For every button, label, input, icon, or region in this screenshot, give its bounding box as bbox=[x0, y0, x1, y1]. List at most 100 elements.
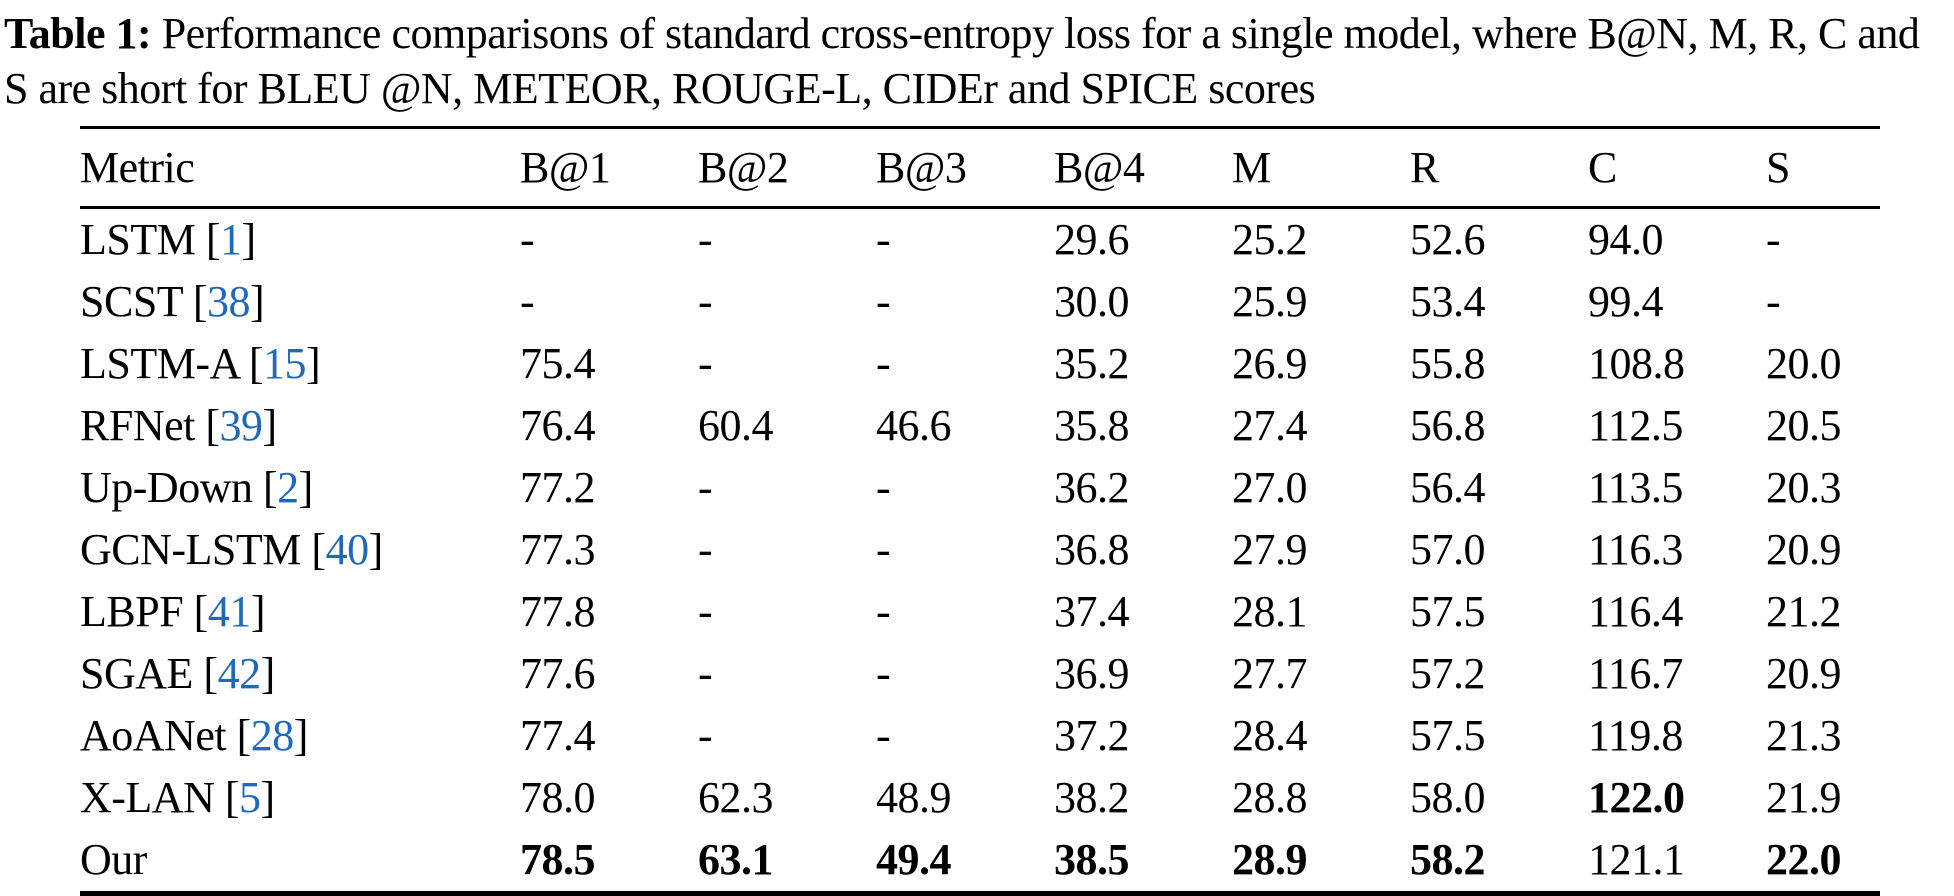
model-name: LBPF bbox=[80, 587, 184, 636]
model-name: LSTM bbox=[80, 215, 196, 264]
score-cell: 30.0 bbox=[1054, 277, 1130, 326]
score-cell: 22.0 bbox=[1766, 835, 1842, 884]
score-cell: 38.5 bbox=[1054, 835, 1130, 884]
table-caption-text: Performance comparisons of standard cros… bbox=[4, 9, 1920, 113]
score-cell: 49.4 bbox=[876, 835, 952, 884]
citation-link[interactable]: 2 bbox=[277, 463, 299, 512]
column-header-metric: Metric bbox=[80, 143, 195, 192]
score-cell: 27.9 bbox=[1232, 525, 1308, 574]
model-name-cell: Up-Down [2] bbox=[80, 463, 313, 512]
score-cell: 53.4 bbox=[1410, 277, 1486, 326]
score-cell: 57.0 bbox=[1410, 525, 1486, 574]
citation-link[interactable]: 15 bbox=[263, 339, 307, 388]
score-cell: - bbox=[876, 649, 891, 698]
score-cell: 35.8 bbox=[1054, 401, 1130, 450]
score-cell: 108.8 bbox=[1588, 339, 1685, 388]
score-cell: - bbox=[876, 525, 891, 574]
column-header-b4: B@4 bbox=[1054, 143, 1145, 192]
score-cell: 21.9 bbox=[1766, 773, 1842, 822]
score-cell: 29.6 bbox=[1054, 215, 1130, 264]
score-cell: 57.5 bbox=[1410, 711, 1486, 760]
score-cell: 77.2 bbox=[520, 463, 596, 512]
score-cell: 25.2 bbox=[1232, 215, 1308, 264]
score-cell: 28.8 bbox=[1232, 773, 1308, 822]
score-cell: 20.3 bbox=[1766, 463, 1842, 512]
score-cell: 57.2 bbox=[1410, 649, 1486, 698]
header-row: Metric B@1 B@2 B@3 B@4 M R C S bbox=[80, 128, 1880, 208]
model-name-cell: SCST [38] bbox=[80, 277, 265, 326]
score-cell: - bbox=[698, 649, 713, 698]
table-row: GCN-LSTM [40] 77.3 - - 36.8 27.9 57.0 116.3 20.9 bbox=[80, 519, 1880, 581]
citation-link[interactable]: 28 bbox=[250, 711, 295, 760]
column-header-m: M bbox=[1232, 143, 1271, 192]
score-cell: - bbox=[1766, 215, 1781, 264]
table-row: RFNet [39] 76.4 60.4 46.6 35.8 27.4 56.8 112.5 2… bbox=[80, 395, 1880, 457]
citation-link[interactable]: 38 bbox=[207, 277, 251, 326]
table-row: Our 78.5 63.1 49.4 38.5 28.9 58.2 121.1 22.0 bbox=[80, 829, 1880, 894]
score-cell: 78.5 bbox=[520, 835, 596, 884]
score-cell: - bbox=[698, 339, 713, 388]
score-cell: 94.0 bbox=[1588, 215, 1664, 264]
column-header-b3: B@3 bbox=[876, 143, 967, 192]
model-name: SCST bbox=[80, 277, 183, 326]
model-name: RFNet bbox=[80, 401, 195, 450]
column-header-b1: B@1 bbox=[520, 143, 611, 192]
model-name-cell: AoANet [28] bbox=[80, 711, 308, 760]
score-cell: 76.4 bbox=[520, 401, 596, 450]
citation-link[interactable]: 42 bbox=[217, 649, 262, 698]
score-cell: 57.5 bbox=[1410, 587, 1486, 636]
table-row: LSTM-A [15] 75.4 - - 35.2 26.9 55.8 108.8 20.0 bbox=[80, 333, 1880, 395]
score-cell: - bbox=[698, 587, 713, 636]
table-row: SCST [38] - - - 30.0 25.9 53.4 99.4 - bbox=[80, 271, 1880, 333]
table-row: LBPF [41] 77.8 - - 37.4 28.1 57.5 116.4 21.2 bbox=[80, 581, 1880, 643]
model-name-cell: SGAE [42] bbox=[80, 649, 275, 698]
score-cell: - bbox=[698, 277, 713, 326]
score-cell: 77.6 bbox=[520, 649, 596, 698]
citation-link[interactable]: 40 bbox=[325, 525, 370, 574]
results-table: Metric B@1 B@2 B@3 B@4 M R C S LSTM [1] - - -29.6 25… bbox=[80, 126, 1880, 896]
score-cell: 35.2 bbox=[1054, 339, 1130, 388]
model-name-cell: LBPF [41] bbox=[80, 587, 265, 636]
score-cell: - bbox=[876, 215, 891, 264]
score-cell: 20.9 bbox=[1766, 525, 1842, 574]
score-cell: 38.2 bbox=[1054, 773, 1130, 822]
score-cell: 119.8 bbox=[1588, 711, 1683, 760]
score-cell: 28.9 bbox=[1232, 835, 1308, 884]
score-cell: 58.2 bbox=[1410, 835, 1486, 884]
column-header-c: C bbox=[1588, 143, 1617, 192]
table-row: X-LAN [5] 78.0 62.3 48.9 38.2 28.8 58.0 122.0 21… bbox=[80, 767, 1880, 829]
score-cell: 116.3 bbox=[1588, 525, 1683, 574]
column-header-r: R bbox=[1410, 143, 1439, 192]
score-cell: 37.2 bbox=[1054, 711, 1130, 760]
table-row: LSTM [1] - - - 29.6 25.2 52.6 94.0 - bbox=[80, 208, 1880, 272]
score-cell: 56.4 bbox=[1410, 463, 1486, 512]
model-name: AoANet bbox=[80, 711, 227, 760]
score-cell: 116.4 bbox=[1588, 587, 1683, 636]
citation-link[interactable]: 39 bbox=[219, 401, 264, 450]
score-cell: 63.1 bbox=[698, 835, 774, 884]
citation-link[interactable]: 1 bbox=[220, 215, 242, 264]
citation-link[interactable]: 5 bbox=[239, 773, 261, 822]
model-name-cell: X-LAN [5] bbox=[80, 773, 275, 822]
score-cell: - bbox=[698, 215, 713, 264]
score-cell: - bbox=[876, 277, 891, 326]
score-cell: 60.4 bbox=[698, 401, 774, 450]
model-name: SGAE bbox=[80, 649, 193, 698]
score-cell: 20.9 bbox=[1766, 649, 1842, 698]
score-cell: - bbox=[876, 587, 891, 636]
score-cell: 113.5 bbox=[1588, 463, 1683, 512]
paper-page: Table 1: Performance comparisons of stan… bbox=[0, 6, 1954, 896]
score-cell: 56.8 bbox=[1410, 401, 1486, 450]
score-cell: - bbox=[876, 711, 891, 760]
citation-link[interactable]: 41 bbox=[207, 587, 252, 636]
table-caption: Table 1: Performance comparisons of stan… bbox=[4, 6, 1952, 116]
score-cell: - bbox=[520, 277, 535, 326]
score-cell: 122.0 bbox=[1588, 773, 1685, 822]
table-row: SGAE [42] 77.6 - - 36.9 27.7 57.2 116.7 20.9 bbox=[80, 643, 1880, 705]
score-cell: 78.0 bbox=[520, 773, 596, 822]
score-cell: 20.5 bbox=[1766, 401, 1842, 450]
model-name-cell: RFNet [39] bbox=[80, 401, 277, 450]
score-cell: 75.4 bbox=[520, 339, 596, 388]
score-cell: 37.4 bbox=[1054, 587, 1130, 636]
score-cell: - bbox=[876, 463, 891, 512]
